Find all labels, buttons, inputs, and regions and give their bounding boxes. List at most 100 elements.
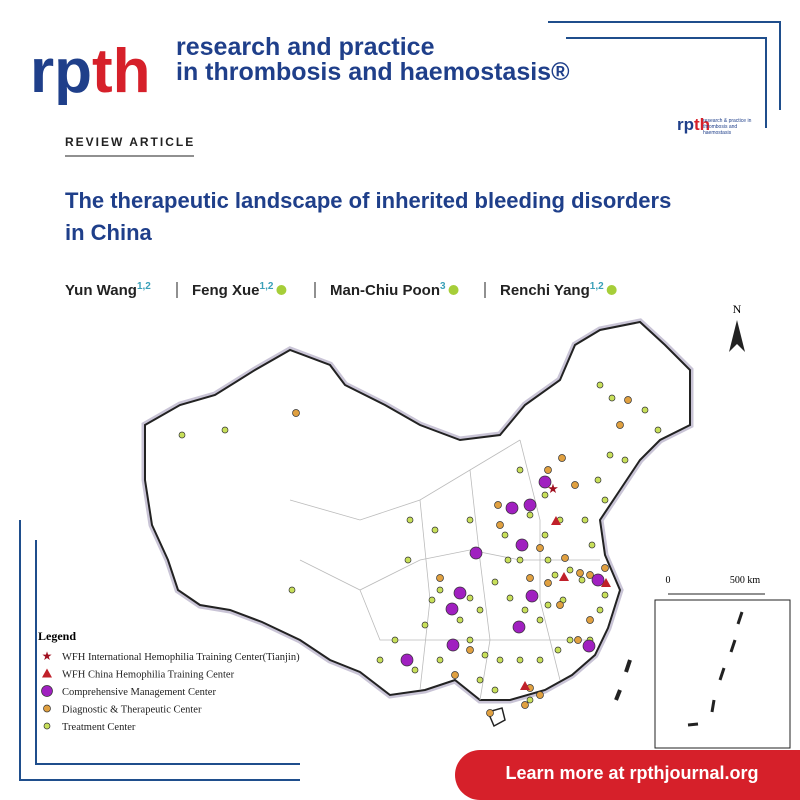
treatment-center xyxy=(581,516,589,524)
logo: rpth xyxy=(30,37,151,106)
treatment-center xyxy=(566,566,574,574)
international-center: ★ xyxy=(547,481,559,496)
author-affil: 1,2 xyxy=(590,281,604,292)
small-logo-caption: research & practice in thrombosis and ha… xyxy=(703,118,752,136)
treatment-center xyxy=(588,541,596,549)
treatment-center xyxy=(431,526,439,534)
treatment-center xyxy=(501,531,509,539)
legend-label: Diagnostic & Therapeutic Center xyxy=(62,705,202,716)
journal-line: research and practice xyxy=(176,33,435,61)
comprehensive-center xyxy=(515,538,529,552)
legend-symbol xyxy=(42,668,52,678)
comprehensive-center xyxy=(512,620,526,634)
treatment-center xyxy=(536,656,544,664)
diagnostic-center xyxy=(576,569,584,577)
diagnostic-center xyxy=(451,671,459,679)
treatment-center xyxy=(436,586,444,594)
diagnostic-center xyxy=(536,544,544,552)
logo-part: th xyxy=(694,115,710,134)
diagnostic-center xyxy=(574,636,582,644)
diagnostic-center xyxy=(561,554,569,562)
treatment-center xyxy=(406,516,414,524)
treatment-center xyxy=(436,656,444,664)
treatment-center xyxy=(404,556,412,564)
comprehensive-center xyxy=(538,475,552,489)
treatment-center xyxy=(504,556,512,564)
treatment-center xyxy=(466,594,474,602)
comprehensive-center xyxy=(523,498,537,512)
treatment-center xyxy=(606,451,614,459)
diagnostic-center xyxy=(616,421,624,429)
treatment-center xyxy=(506,594,514,602)
cta-text[interactable]: Learn more at rpthjournal.org xyxy=(505,763,758,783)
logo-part: th xyxy=(92,37,151,106)
diagnostic-center xyxy=(624,396,632,404)
treatment-center xyxy=(526,696,534,704)
author: Man-Chiu Poon3 xyxy=(330,281,446,299)
legend-symbol xyxy=(43,704,51,713)
treatment-center xyxy=(578,576,586,584)
legend-label: Comprehensive Management Center xyxy=(62,687,216,698)
author-affil: 1,2 xyxy=(137,281,151,292)
diagnostic-center xyxy=(586,571,594,579)
diagnostic-center xyxy=(521,701,529,709)
treatment-center xyxy=(554,646,562,654)
north-label: N xyxy=(733,302,742,316)
treatment-center xyxy=(641,406,649,414)
title-line: The therapeutic landscape of inherited b… xyxy=(65,188,671,213)
treatment-center xyxy=(544,601,552,609)
diagnostic-center xyxy=(558,454,566,462)
treatment-center xyxy=(544,556,552,564)
treatment-center xyxy=(541,491,549,499)
map: 0 500 km N ★ xyxy=(141,302,791,749)
training-center xyxy=(559,572,569,581)
treatment-center xyxy=(466,636,474,644)
centers: ★ xyxy=(178,381,662,717)
treatment-center xyxy=(601,496,609,504)
diagnostic-center xyxy=(544,579,552,587)
treatment-center xyxy=(654,426,662,434)
treatment-center xyxy=(411,666,419,674)
author: Renchi Yang1,2 xyxy=(500,281,604,299)
cta-bar[interactable] xyxy=(455,750,800,800)
author-name: Renchi Yang xyxy=(500,282,590,299)
treatment-center xyxy=(491,686,499,694)
legend-label: Treatment Center xyxy=(62,722,136,733)
diagnostic-center xyxy=(544,466,552,474)
north-arrow xyxy=(729,320,745,352)
treatment-center xyxy=(476,606,484,614)
author-affil: 1,2 xyxy=(260,281,274,292)
treatment-center xyxy=(601,591,609,599)
author-name: Feng Xue xyxy=(192,282,260,299)
comprehensive-center xyxy=(445,602,459,616)
treatment-center xyxy=(288,586,296,594)
legend-label: WFH China Hemophilia Training Center xyxy=(62,670,235,681)
treatment-center xyxy=(566,636,574,644)
treatment-center xyxy=(421,621,429,629)
title-line: in China xyxy=(65,220,153,245)
article-type: REVIEW ARTICLE xyxy=(65,135,195,149)
author-name: Yun Wang xyxy=(65,282,137,299)
treatment-center xyxy=(608,394,616,402)
comprehensive-center xyxy=(591,573,605,587)
treatment-center xyxy=(476,676,484,684)
treatment-center xyxy=(178,431,186,439)
treatment-center xyxy=(391,636,399,644)
diagnostic-center xyxy=(436,574,444,582)
treatment-center xyxy=(594,476,602,484)
comprehensive-center xyxy=(582,639,596,653)
logo-part: rp xyxy=(677,115,694,134)
legend: ★ WFH International Hemophilia Training C… xyxy=(41,649,300,733)
small-logo-caption-box: research & practice in thrombosis and ha… xyxy=(703,118,752,136)
diagnostic-center xyxy=(586,616,594,624)
treatment-center xyxy=(516,556,524,564)
treatment-center xyxy=(521,606,529,614)
legend-symbol xyxy=(41,685,53,697)
legend-symbol: ★ xyxy=(42,649,53,663)
scale-label: 500 km xyxy=(730,575,761,586)
inset-dashes xyxy=(687,611,744,727)
small-logo: rpth xyxy=(677,115,710,134)
diagnostic-center xyxy=(496,521,504,529)
